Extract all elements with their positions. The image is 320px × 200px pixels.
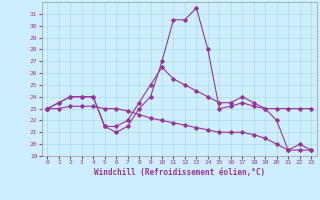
X-axis label: Windchill (Refroidissement éolien,°C): Windchill (Refroidissement éolien,°C) <box>94 168 265 177</box>
